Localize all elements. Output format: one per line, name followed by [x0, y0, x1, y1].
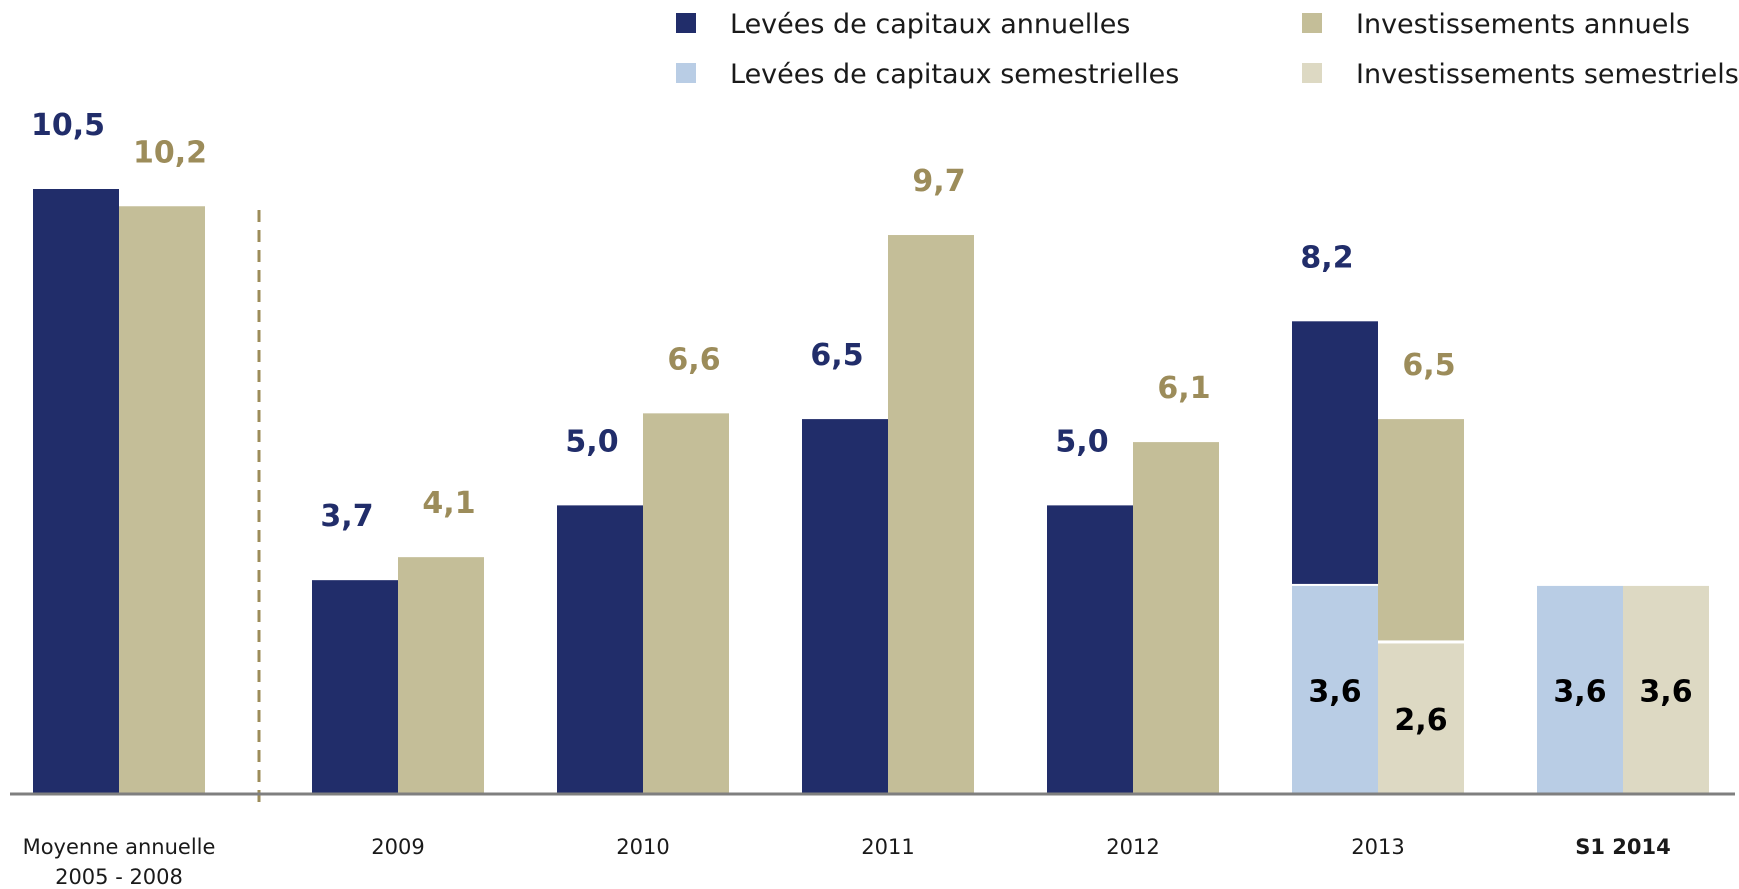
bar-investissements-annuels-4 [1133, 442, 1219, 793]
bar-investissements-semestriels-5 [1378, 643, 1464, 793]
value-label-s0-c5: 8,2 [1300, 240, 1353, 275]
bar-investissements-annuels-1 [398, 557, 484, 793]
value-label-s0-c0: 10,5 [31, 108, 105, 143]
category-label-0: Moyenne annuelle [23, 835, 216, 859]
legend: Levées de capitaux annuelles Investisseme… [676, 9, 1739, 90]
legend-swatch-0 [676, 13, 696, 33]
category-label-2: 2010 [616, 835, 669, 859]
value-label-s1-c3: 9,7 [912, 164, 965, 199]
category-label-3: 2011 [861, 835, 914, 859]
category-label-1: 2009 [371, 835, 424, 859]
value-label-s3-c6: 3,6 [1639, 674, 1692, 709]
legend-label-2: Levées de capitaux semestrielles [730, 59, 1179, 90]
value-label-s1-c1: 4,1 [422, 486, 475, 521]
legend-label-3: Investissements semestriels [1356, 59, 1739, 90]
legend-swatch-3 [1302, 63, 1322, 83]
category-labels: Moyenne annuelle 2005 - 2008 2009 2010 2011 2… [23, 835, 1671, 889]
bar-capitaux-annuelles-3 [802, 419, 888, 793]
legend-label-1: Investissements annuels [1356, 9, 1690, 40]
bar-investissements-annuels-5 [1378, 419, 1464, 641]
bar-capitaux-annuelles-5 [1292, 321, 1378, 584]
value-label-s1-c2: 6,6 [667, 342, 720, 377]
value-label-s1-c4: 6,1 [1157, 371, 1210, 406]
legend-label-0: Levées de capitaux annuelles [730, 9, 1130, 40]
bar-capitaux-annuelles-0 [33, 189, 119, 793]
category-label-6: S1 2014 [1575, 835, 1671, 859]
category-label-4: 2012 [1106, 835, 1159, 859]
bar-capitaux-annuelles-2 [557, 505, 643, 793]
legend-swatch-2 [676, 63, 696, 83]
value-labels: 10,5 10,2 3,7 4,1 5,0 6,6 6,5 9,7 5,0 6,1 3,6 8,2 2,… [31, 108, 1693, 738]
bars [33, 189, 1709, 793]
value-label-s3-c5: 2,6 [1394, 703, 1447, 738]
bar-capitaux-annuelles-4 [1047, 505, 1133, 793]
value-label-s0-c2: 5,0 [565, 424, 618, 459]
bar-capitaux-semestrielles-6 [1537, 585, 1623, 793]
bar-capitaux-annuelles-1 [312, 580, 398, 793]
value-label-s1-c0: 10,2 [133, 135, 207, 170]
value-label-s0-c3: 6,5 [810, 338, 863, 373]
bar-investissements-annuels-3 [888, 235, 974, 793]
legend-swatch-1 [1302, 13, 1322, 33]
value-label-s2-c5: 3,6 [1308, 674, 1361, 709]
value-label-s1-c5: 6,5 [1402, 348, 1455, 383]
category-label-5: 2013 [1351, 835, 1404, 859]
value-label-s0-c4: 5,0 [1055, 424, 1108, 459]
bar-investissements-semestriels-6 [1623, 585, 1709, 793]
bar-investissements-annuels-2 [643, 413, 729, 793]
value-label-s2-c6: 3,6 [1553, 674, 1606, 709]
bar-capitaux-semestrielles-5 [1292, 585, 1378, 793]
value-label-s0-c1: 3,7 [320, 499, 373, 534]
bar-investissements-annuels-0 [119, 206, 205, 793]
category-label-line2-0: 2005 - 2008 [55, 865, 183, 889]
